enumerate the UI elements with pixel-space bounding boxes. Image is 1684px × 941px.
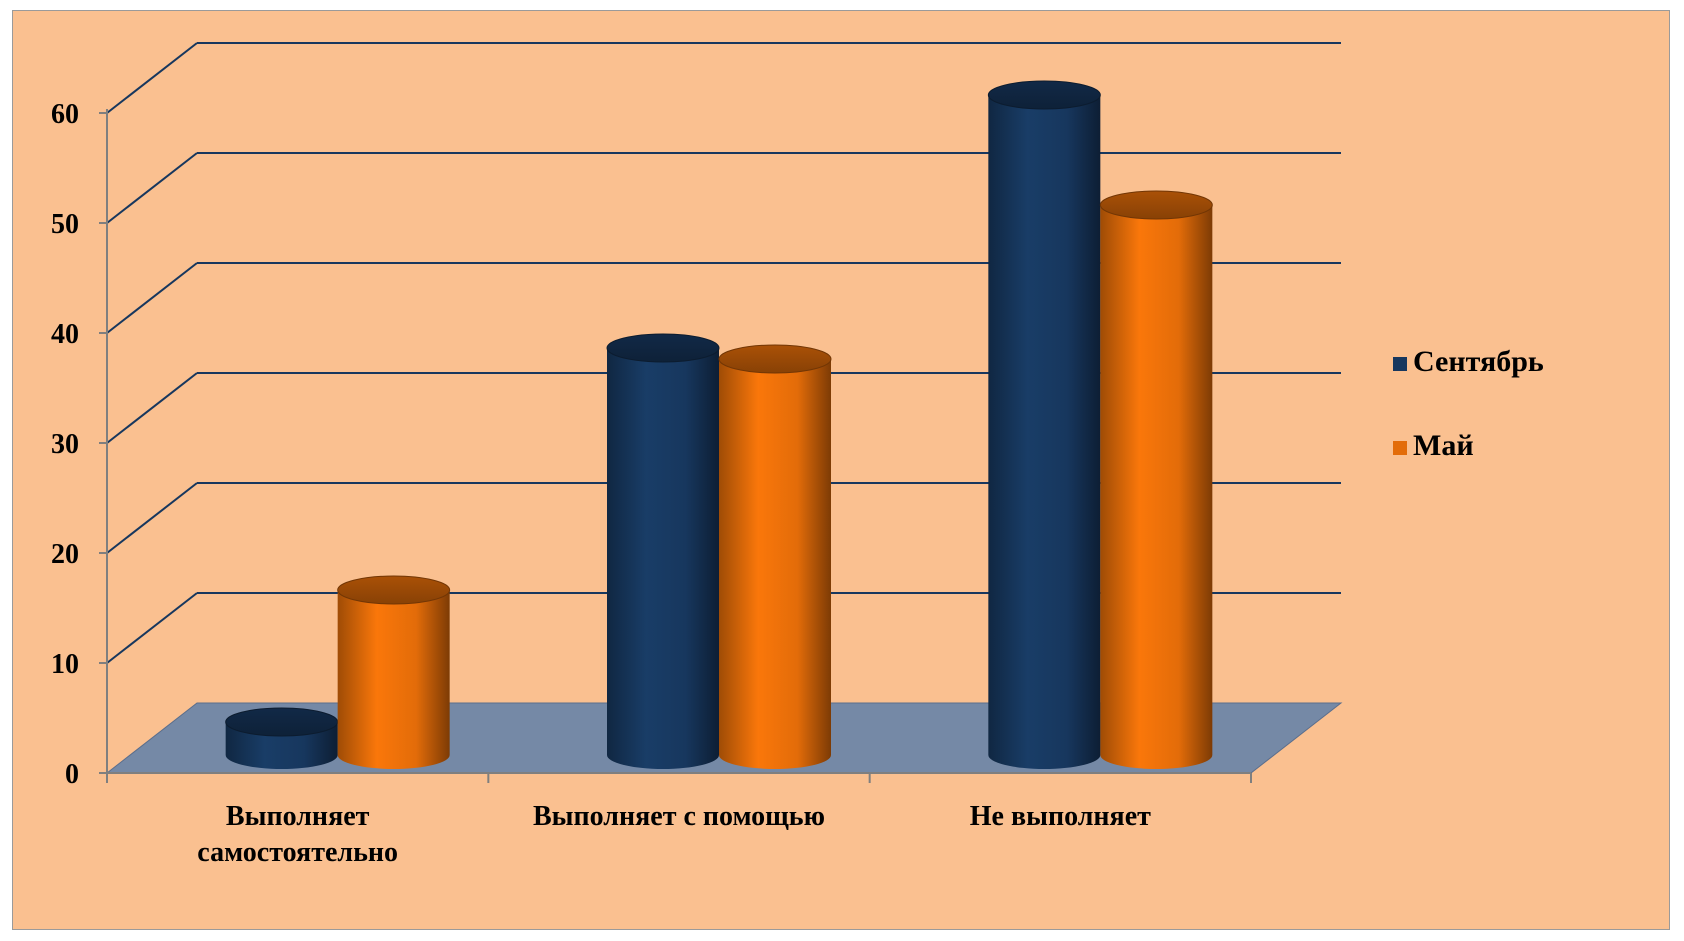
bar-body xyxy=(607,348,719,769)
axes xyxy=(99,109,1252,783)
y-tick-label-40: 40 xyxy=(51,319,79,350)
bar-series2-cat0 xyxy=(337,575,451,770)
gridline-side-60 xyxy=(106,42,198,114)
bar-top xyxy=(1099,190,1213,220)
bar-series1-cat2 xyxy=(987,80,1101,769)
chart-area: 0 10 20 30 40 50 60 Выполняет самостоятельно Вып… xyxy=(12,10,1670,930)
bar-series2-cat2 xyxy=(1099,190,1213,770)
legend[interactable]: Сентябрь Май xyxy=(1393,345,1544,462)
bar-top xyxy=(987,80,1101,110)
y-tick-label-50: 50 xyxy=(51,209,79,240)
gridline-side-50 xyxy=(106,152,198,224)
legend-item-1[interactable]: Май xyxy=(1393,429,1474,462)
bar-series1-cat1 xyxy=(606,333,720,769)
y-tick-labels: 0 10 20 30 40 50 60 xyxy=(51,99,79,790)
y-tick-label-20: 20 xyxy=(51,539,79,570)
bar-body xyxy=(1100,205,1213,770)
y-tick-label-10: 10 xyxy=(51,649,79,680)
x-category-labels: Выполняет самостоятельно Выполняет с помощ… xyxy=(197,801,1151,868)
bar-top xyxy=(225,707,339,737)
bars xyxy=(225,80,1213,770)
y-tick-label-60: 60 xyxy=(51,99,79,130)
legend-item-0[interactable]: Сентябрь xyxy=(1393,345,1544,378)
bar-top xyxy=(337,575,451,605)
gridline-side-30 xyxy=(106,372,198,444)
y-tick-label-30: 30 xyxy=(51,429,79,460)
legend-swatch xyxy=(1393,441,1407,455)
bar-top xyxy=(718,344,832,374)
bar-body xyxy=(337,590,450,770)
bar-series2-cat1 xyxy=(718,344,832,769)
y-tick-label-0: 0 xyxy=(65,759,79,790)
legend-swatch xyxy=(1393,357,1407,371)
gridline-side-10 xyxy=(106,592,198,664)
x-category-label-1: Выполняет с помощью xyxy=(533,801,825,832)
gridline-side-40 xyxy=(106,262,198,334)
bar-body xyxy=(988,95,1101,769)
bar-series1-cat0 xyxy=(225,707,339,770)
x-category-label-0: Выполняет самостоятельно xyxy=(197,801,398,868)
legend-label: Сентябрь xyxy=(1413,345,1544,378)
gridline-side-20 xyxy=(106,482,198,554)
bar-body xyxy=(719,359,831,769)
x-category-label-2: Не выполняет xyxy=(970,801,1151,832)
legend-label: Май xyxy=(1413,429,1474,462)
bar-top xyxy=(606,333,720,363)
